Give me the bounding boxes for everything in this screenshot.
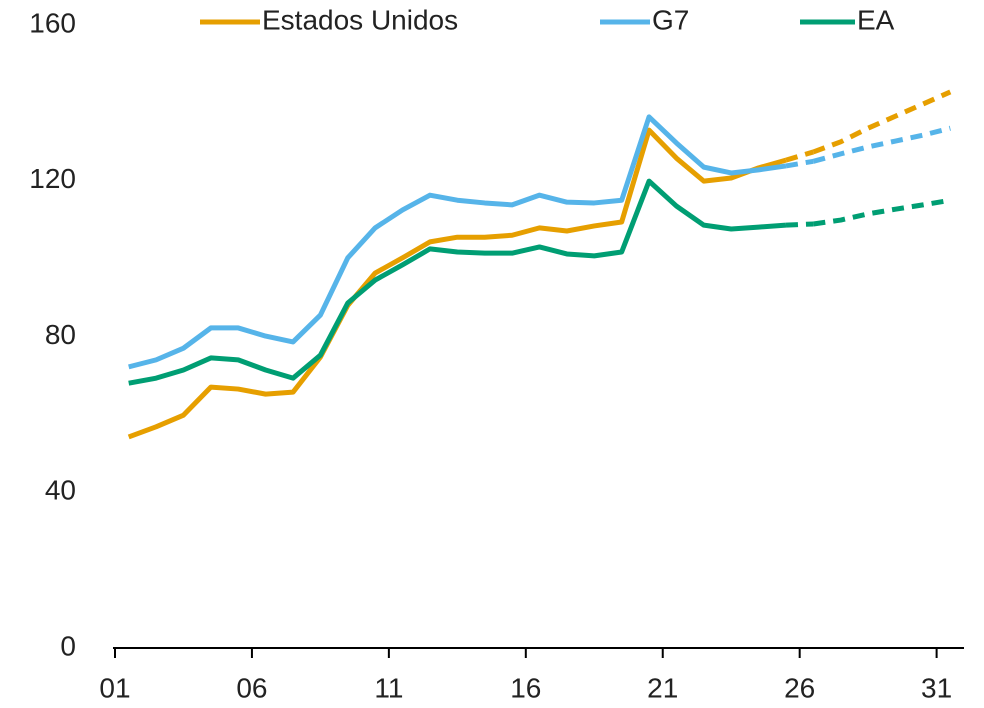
forecast-line [813, 197, 951, 227]
legend-label: G7 [652, 4, 689, 35]
y-tick-label: 80 [45, 319, 76, 350]
legend-label: EA [857, 4, 895, 35]
x-tick-label: 06 [236, 672, 267, 703]
x-tick-label: 11 [374, 672, 403, 703]
y-tick-label: 0 [60, 630, 76, 661]
y-tick-label: 120 [29, 163, 76, 194]
legend-label: Estados Unidos [262, 4, 458, 35]
forecast-connector [785, 149, 815, 163]
forecast-line [812, 125, 951, 164]
x-tick-label: 31 [921, 672, 952, 703]
series-line [128, 178, 787, 386]
forecast-line [812, 89, 952, 155]
series-line [128, 114, 787, 370]
x-tick-label: 16 [510, 672, 541, 703]
y-tick-label: 40 [45, 475, 76, 506]
forecast-connector [785, 221, 814, 228]
series-line [127, 127, 787, 440]
x-tick-label: 26 [784, 672, 815, 703]
y-tick-label: 160 [29, 7, 76, 38]
forecast-connector [785, 158, 814, 169]
x-tick-label: 01 [99, 672, 130, 703]
x-tick-label: 21 [647, 672, 678, 703]
